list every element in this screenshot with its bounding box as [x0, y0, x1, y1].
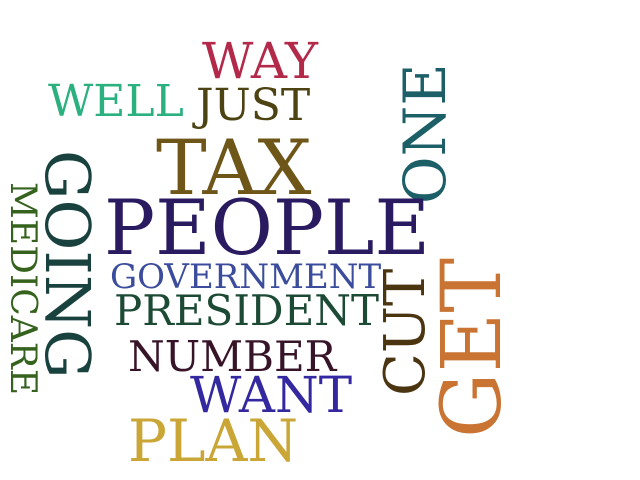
word-president: PRESIDENT [114, 286, 380, 335]
word-want: WANT [190, 366, 353, 424]
word-government: GOVERNMENT [110, 257, 382, 297]
word-going: GOING [31, 150, 104, 379]
word-just: JUST [196, 80, 311, 131]
word-well: WELL [48, 76, 184, 127]
word-plan: PLAN [128, 407, 299, 475]
word-way: WAY [202, 32, 318, 90]
word-get: GET [425, 257, 520, 438]
word-people: PEOPLE [104, 183, 431, 272]
word-number: NUMBER [128, 332, 337, 381]
word-medicare: MEDICARE [2, 182, 43, 396]
word-tax: TAX [156, 123, 312, 212]
